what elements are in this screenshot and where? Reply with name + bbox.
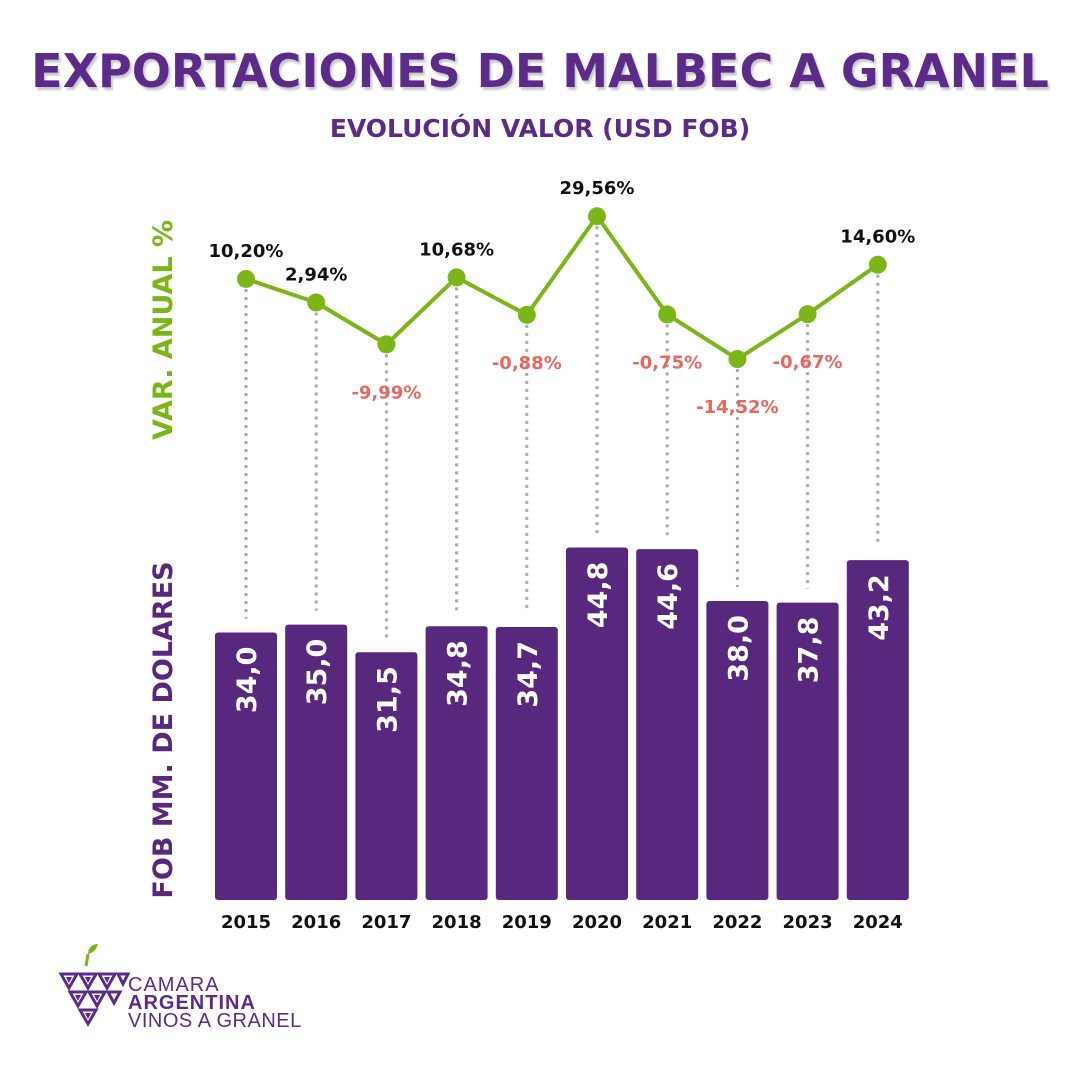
- bar-value-label: 37,8: [794, 617, 825, 684]
- logo: CAMARA ARGENTINA VINOS A GRANEL: [58, 940, 301, 1040]
- line-point: [658, 305, 677, 324]
- x-tick-label: 2018: [432, 912, 482, 933]
- line-value-label: 10,68%: [419, 239, 494, 260]
- x-tick-label: 2019: [502, 912, 552, 933]
- line-point: [307, 293, 326, 312]
- bar-2022: [706, 601, 769, 900]
- line-value-label: -0,88%: [492, 353, 562, 374]
- line-value-label: -0,75%: [632, 352, 702, 373]
- line-point: [377, 335, 396, 354]
- x-tick-label: 2015: [221, 912, 271, 933]
- bar-value-label: 31,5: [372, 666, 403, 733]
- x-tick-label: 2024: [853, 912, 903, 933]
- line-value-label: 14,60%: [840, 227, 915, 248]
- line-value-label: -9,99%: [351, 382, 421, 403]
- line-point: [517, 305, 536, 324]
- bar-2015: [215, 632, 277, 900]
- line-axis-label: VAR. ANUAL %: [148, 220, 179, 440]
- bar-axis-label: FOB MM. DE DOLARES: [148, 561, 179, 898]
- bar-value-label: 44,8: [583, 562, 614, 629]
- line-point: [868, 255, 887, 274]
- bar-value-label: 44,6: [653, 563, 684, 630]
- bar-value-label: 34,8: [443, 640, 474, 707]
- data-labels: 34,0 10,20% 35,0 2,94% 31,5 -9,99% 34,8 10,68% 3…: [209, 178, 916, 733]
- x-tick-label: 2021: [642, 912, 692, 933]
- x-tick-label: 2017: [361, 912, 411, 933]
- line-series: [237, 207, 887, 369]
- chart-title: EXPORTACIONES DE MALBEC A GRANEL: [31, 44, 1049, 98]
- x-tick-label: 2016: [291, 912, 341, 933]
- line-point: [798, 305, 817, 324]
- logo-text-vinos: VINOS A GRANEL: [128, 1010, 302, 1032]
- line-point: [588, 207, 606, 226]
- x-tick-label: 2022: [712, 912, 762, 933]
- line-value-label: 2,94%: [285, 264, 347, 285]
- chart-subtitle: EVOLUCIÓN VALOR (USD FOB): [329, 114, 751, 143]
- bar-value-label: 43,2: [864, 574, 895, 641]
- bar-value-label: 34,7: [513, 641, 544, 708]
- x-tick-label: 2020: [572, 912, 622, 933]
- bar-2019: [495, 627, 558, 900]
- x-axis: 2015 2016 2017 2018 2019 2020 2021 2022 2023 2024: [221, 912, 903, 933]
- x-tick-label: 2023: [783, 912, 833, 933]
- line-value-label: 10,20%: [209, 241, 284, 262]
- bar-2016: [285, 624, 348, 900]
- grape-logo-icon: [58, 944, 130, 1028]
- variation-line: [245, 214, 879, 362]
- bar-2018: [425, 626, 488, 900]
- bar-series: [215, 547, 909, 900]
- line-point: [237, 269, 255, 288]
- line-value-label: -14,52%: [696, 397, 778, 418]
- bar-value-label: 35,0: [302, 639, 333, 706]
- bar-2021: [636, 549, 699, 900]
- line-value-label: 29,56%: [560, 178, 635, 199]
- logo-text-camara: CAMARA: [128, 974, 220, 996]
- bar-2017: [355, 652, 418, 900]
- logo-text-argentina: ARGENTINA: [128, 992, 256, 1014]
- line-point: [728, 350, 747, 369]
- dotted-guides: [244, 226, 880, 639]
- line-point: [447, 268, 466, 287]
- line-value-label: -0,67%: [773, 352, 843, 373]
- bar-2023: [776, 602, 839, 900]
- bar-2024: [846, 560, 909, 900]
- bar-2020: [566, 547, 628, 900]
- bar-value-label: 38,0: [723, 615, 754, 682]
- bar-value-label: 34,0: [232, 647, 263, 714]
